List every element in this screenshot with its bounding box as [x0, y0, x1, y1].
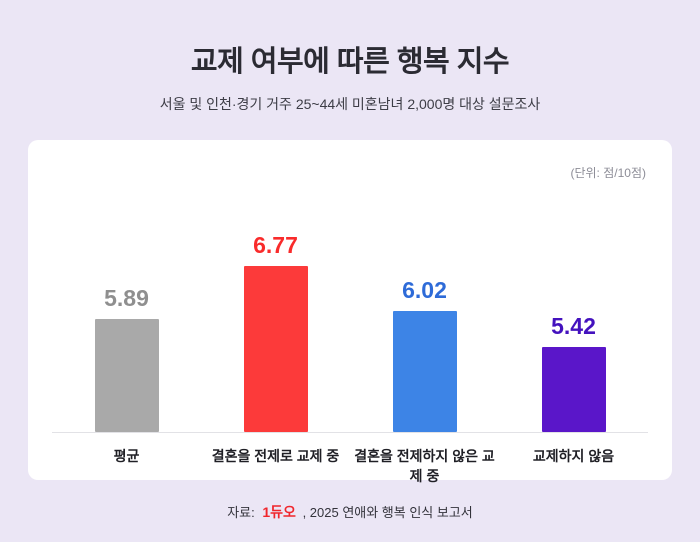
header: 교제 여부에 따른 행복 지수 서울 및 인천·경기 거주 25~44세 미혼남… [0, 0, 700, 114]
unit-note: (단위: 점/10점) [570, 166, 646, 180]
bar-dating-no-marriage [392, 310, 457, 432]
category-label-dating-marriage: 결혼을 전제로 교제 중 [211, 448, 340, 464]
bar-chart: 5.89 6.77 6.02 5.42 [52, 182, 648, 433]
bar-group-dating-marriage: 6.77 [201, 182, 350, 432]
bar-not-dating [541, 346, 606, 432]
page-title: 교제 여부에 따른 행복 지수 [190, 46, 510, 78]
bar-group-dating-no-marriage: 6.02 [350, 182, 499, 432]
bar-group-not-dating: 5.42 [499, 182, 648, 432]
category-label-not-dating: 교제하지 않음 [532, 448, 615, 464]
source-note: 자료: 1듀오 , 2025 연애와 행복 인식 보고서 [0, 502, 700, 522]
category-labels: 평균 결혼을 전제로 교제 중 결혼을 전제하지 않은 교제 중 교제하지 않음 [52, 433, 648, 486]
bar-value-average: 5.89 [104, 284, 149, 311]
bar-value-dating-marriage: 6.77 [253, 231, 298, 258]
source-suffix: , 2025 연애와 행복 인식 보고서 [302, 505, 473, 520]
page-subtitle: 서울 및 인천·경기 거주 25~44세 미혼남녀 2,000명 대상 설문조사 [159, 96, 541, 112]
bar-value-dating-no-marriage: 6.02 [402, 276, 447, 303]
bar-group-average: 5.89 [52, 182, 201, 432]
category-label-average: 평균 [113, 448, 140, 464]
bar-dating-marriage [243, 265, 308, 432]
category-label-dating-no-marriage: 결혼을 전제하지 않은 교제 중 [354, 448, 495, 484]
bar-value-not-dating: 5.42 [551, 312, 596, 339]
source-prefix: 자료: [227, 505, 255, 520]
bar-average [94, 318, 159, 432]
chart-card: (단위: 점/10점) 5.89 6.77 6.02 5.42 평균 결혼을 전… [28, 140, 672, 484]
duo-logo: 1듀오 [262, 504, 296, 520]
